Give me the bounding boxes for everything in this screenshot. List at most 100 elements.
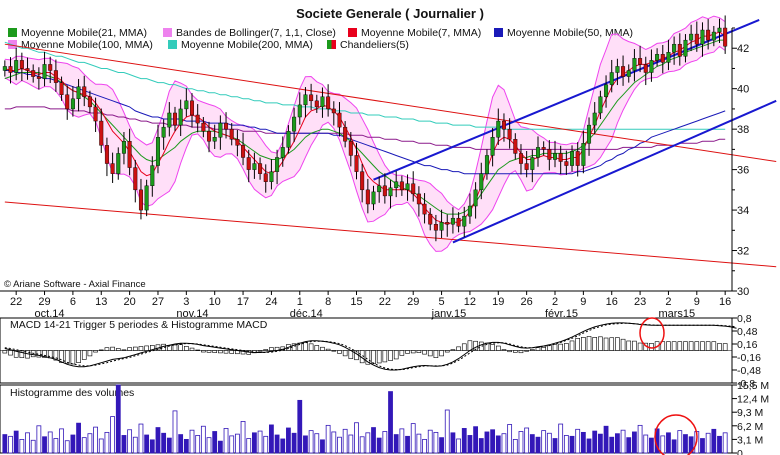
candle-body xyxy=(473,189,478,207)
candle-body xyxy=(706,29,711,41)
macd-title: MACD 14-21 Trigger 5 periodes & Histogra… xyxy=(10,319,268,331)
candle-body xyxy=(229,128,234,140)
price-xtick-label: 9 xyxy=(580,296,586,308)
macd-histogram-bar xyxy=(172,344,178,351)
macd-histogram-bar xyxy=(405,350,410,354)
volume-bar xyxy=(246,438,252,454)
price-month-label: nov.14 xyxy=(176,308,208,320)
price-xtick-label: 16 xyxy=(719,296,731,308)
volume-bar xyxy=(87,433,93,454)
volume-bar xyxy=(320,439,325,454)
candle-body xyxy=(677,43,682,57)
candle-body xyxy=(711,31,716,41)
candle-body xyxy=(513,139,518,154)
candle-body xyxy=(82,86,87,97)
candle-body xyxy=(484,155,489,174)
macd-histogram-bar xyxy=(70,350,76,365)
volume-bar xyxy=(575,428,581,454)
volume-ytick-label: 6,2 M xyxy=(737,421,763,433)
candle-body xyxy=(42,64,47,79)
volume-bar xyxy=(81,437,87,454)
trendline-channel-lower-red xyxy=(4,201,777,268)
macd-histogram-bar xyxy=(456,346,461,351)
macd-histogram-bar xyxy=(138,346,144,351)
volume-bar xyxy=(683,434,688,454)
volume-bar xyxy=(643,434,649,454)
volume-bar xyxy=(291,432,297,454)
candle-body xyxy=(723,27,728,47)
price-xtick-label: 29 xyxy=(407,296,419,308)
candle-body xyxy=(553,153,558,160)
volume-bar xyxy=(30,439,36,454)
macd-histogram-bar xyxy=(303,342,308,351)
macd-histogram-bar xyxy=(558,343,563,351)
candle-body xyxy=(224,122,229,130)
volume-bar xyxy=(110,416,116,454)
macd-histogram-bar xyxy=(705,341,711,351)
candle-body xyxy=(93,106,98,122)
volume-bar xyxy=(212,431,218,454)
volume-bar xyxy=(104,431,110,454)
volume-bar xyxy=(614,433,620,454)
macd-histogram-bar xyxy=(433,350,439,358)
volume-bar xyxy=(677,430,683,454)
ma50-line xyxy=(4,70,726,175)
volume-bar xyxy=(450,432,456,454)
candle-body xyxy=(405,183,410,191)
candle-body xyxy=(439,222,444,231)
volume-title: Histogramme des volumes xyxy=(10,387,134,399)
legend-item-ma21: Moyenne Mobile(21, MMA) xyxy=(8,27,147,39)
candle-body xyxy=(326,96,331,110)
volume-bar xyxy=(2,434,8,454)
candle-body xyxy=(76,86,81,100)
price-xtick-label: 26 xyxy=(521,296,533,308)
volume-bar xyxy=(637,424,643,454)
macd-histogram-bar xyxy=(388,350,393,361)
macd-histogram-bar xyxy=(206,350,212,353)
macd-histogram-bar xyxy=(552,344,558,351)
candle-body xyxy=(53,70,58,83)
price-month-label: mars15 xyxy=(658,308,695,320)
volume-bar xyxy=(405,435,410,454)
macd-histogram-bar xyxy=(325,348,331,351)
price-xtick-label: 23 xyxy=(634,296,646,308)
volume-bar xyxy=(121,435,127,454)
candle-body xyxy=(587,124,592,144)
volume-bar xyxy=(206,437,212,454)
volume-bar xyxy=(711,428,717,454)
volume-bar xyxy=(365,432,371,454)
candle-body xyxy=(87,96,92,108)
candle-body xyxy=(558,153,563,162)
candle-body xyxy=(286,130,291,148)
macd-histogram-bar xyxy=(598,336,603,351)
candle-body xyxy=(258,163,263,174)
candle-body xyxy=(184,100,189,110)
volume-bar xyxy=(490,429,496,454)
macd-histogram-bar xyxy=(320,346,325,351)
volume-bar xyxy=(359,436,365,454)
volume-bar xyxy=(286,427,291,454)
legend-item-ma50: Moyenne Mobile(50, MMA) xyxy=(494,27,633,39)
macd-histogram-bar xyxy=(694,341,700,351)
price-xtick-label: 15 xyxy=(350,296,362,308)
volume-ytick-label: 3,1 M xyxy=(737,434,763,446)
macd-histogram-bar xyxy=(8,350,13,356)
volume-ytick-label: 0 xyxy=(737,448,743,455)
volume-bar xyxy=(473,426,479,454)
candle-body xyxy=(450,217,455,225)
candle-body xyxy=(150,165,155,186)
trigger-line xyxy=(4,322,737,371)
trendline-channel-upper-blue xyxy=(373,18,760,181)
volume-bar xyxy=(274,434,280,454)
volume-bar xyxy=(580,431,586,454)
volume-bar xyxy=(399,428,405,454)
macd-histogram-bar xyxy=(564,343,569,351)
macd-histogram-bar xyxy=(269,347,274,351)
candle-body xyxy=(371,191,376,205)
macd-histogram-bar xyxy=(399,350,405,356)
volume-panel: Histogramme des volumes 15,5 M 12,4 M9,3 M… xyxy=(0,380,769,455)
macd-histogram-bar xyxy=(569,340,575,351)
legend-label-ma7: Moyenne Mobile(7, MMA) xyxy=(361,27,482,39)
volume-bar xyxy=(569,435,575,454)
